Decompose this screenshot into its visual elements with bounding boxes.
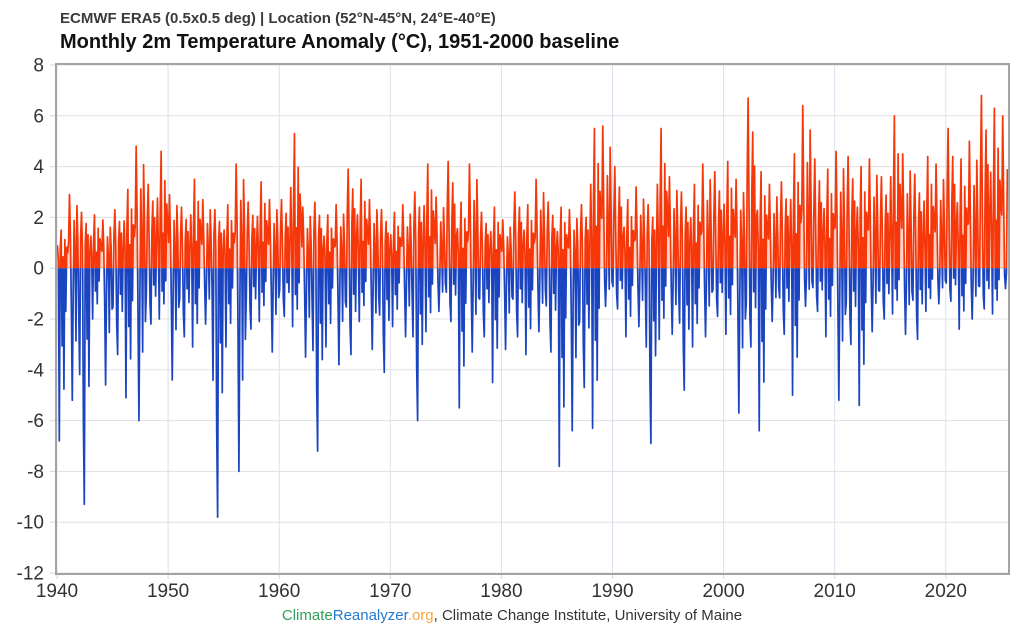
y-axis-label: 6 xyxy=(33,106,44,127)
x-axis-label: 1970 xyxy=(369,581,411,602)
y-axis-label: -2 xyxy=(27,310,44,331)
y-axis-label: 4 xyxy=(33,157,44,178)
y-axis-label: 2 xyxy=(33,208,44,229)
y-axis-label: -8 xyxy=(27,462,44,483)
y-axis-label: 0 xyxy=(33,259,44,280)
y-axis-label: -12 xyxy=(17,564,44,585)
footer-link-part: Climate xyxy=(281,607,333,624)
x-axis-label: 1990 xyxy=(591,581,633,602)
temperature-anomaly-series xyxy=(56,94,1009,518)
climatereanalyzer-link[interactable]: ClimateReanalyzer.org xyxy=(282,607,434,624)
x-axis-label: 1960 xyxy=(258,581,300,602)
footer-link-part: .org xyxy=(407,607,434,624)
plot-border xyxy=(55,63,1010,575)
x-axis-label: 2010 xyxy=(814,581,856,602)
x-axis-label: 1940 xyxy=(36,581,78,602)
y-axis-label: -6 xyxy=(27,411,44,432)
y-axis-label: -4 xyxy=(27,360,44,381)
footer-credit-text: , Climate Change Institute, University o… xyxy=(433,607,743,624)
chart-footer: ClimateReanalyzer.org, Climate Change In… xyxy=(0,607,1024,624)
x-axis-label: 1950 xyxy=(147,581,189,602)
y-axis-label: -10 xyxy=(17,513,44,534)
negative-anomaly-line xyxy=(57,268,1008,518)
chart-title: Monthly 2m Temperature Anomaly (°C), 195… xyxy=(60,31,620,53)
x-axis-label: 2000 xyxy=(702,581,744,602)
x-axis-label: 2020 xyxy=(925,581,967,602)
chart-subtitle: ECMWF ERA5 (0.5x0.5 deg) | Location (52°… xyxy=(60,10,496,27)
positive-anomaly-line xyxy=(56,94,1009,269)
y-axis-label: 8 xyxy=(33,56,44,77)
footer-link-part: Reanalyzer xyxy=(332,607,408,624)
x-axis-label: 1980 xyxy=(480,581,522,602)
